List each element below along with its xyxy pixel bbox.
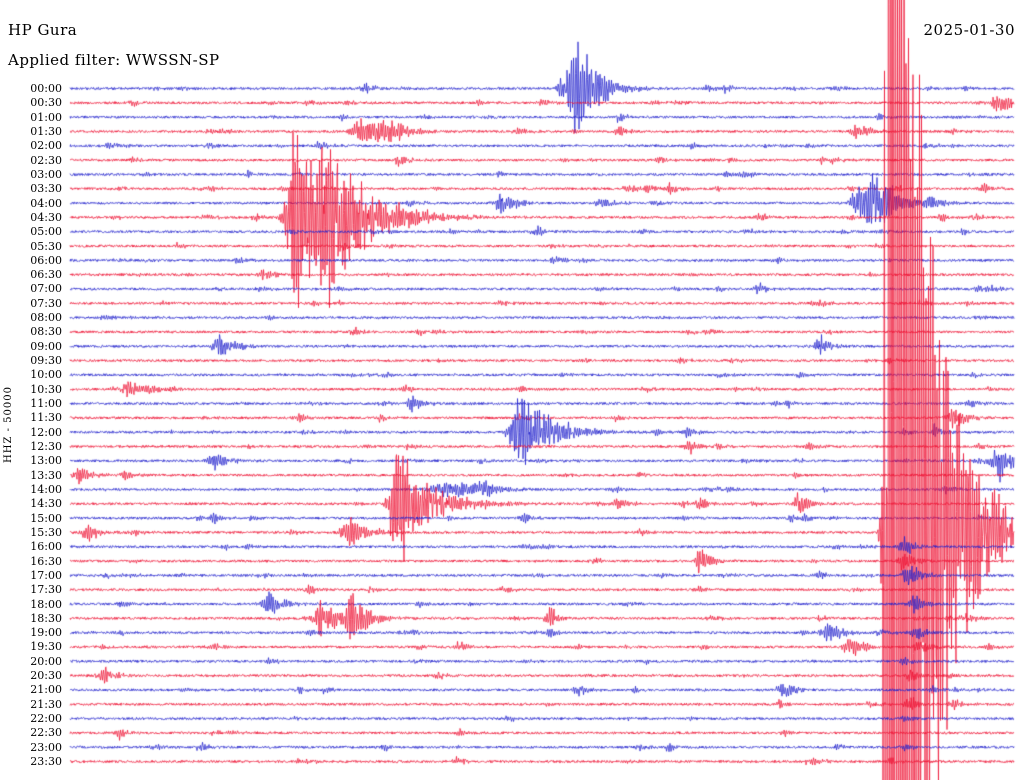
filter-label: Applied filter: WWSSN-SP: [8, 51, 220, 69]
channel-scale-label: HHZ - 50000: [3, 386, 14, 463]
date-label: 2025-01-30: [923, 21, 1015, 39]
station-name: HP Gura: [8, 21, 78, 39]
